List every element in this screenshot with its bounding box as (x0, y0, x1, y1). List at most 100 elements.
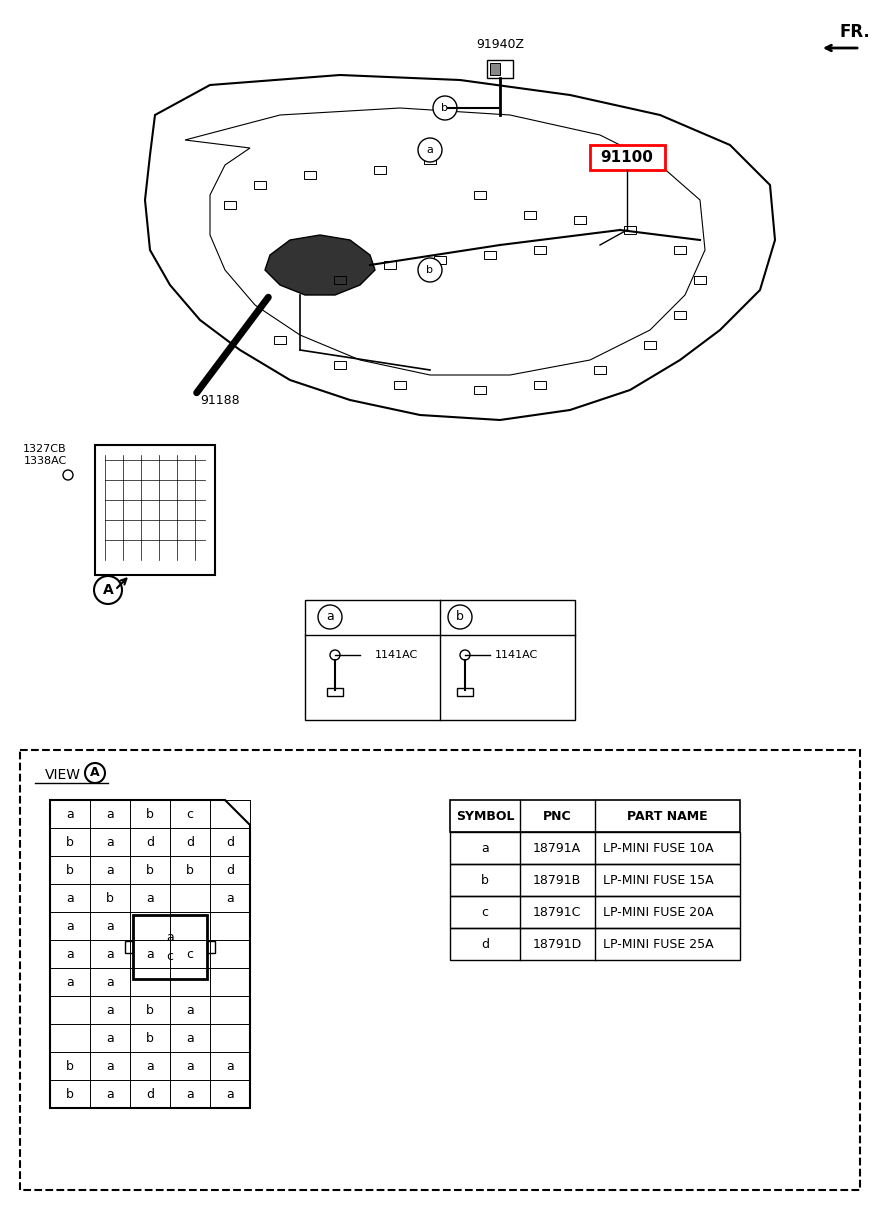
Bar (274, 335, 286, 344)
Bar (207, 941, 215, 953)
Text: LP-MINI FUSE 25A: LP-MINI FUSE 25A (603, 937, 713, 951)
Text: 1141AC: 1141AC (375, 650, 418, 660)
Bar (304, 171, 316, 179)
Bar (534, 246, 546, 254)
Text: a: a (106, 1087, 114, 1101)
Text: b: b (66, 1087, 74, 1101)
Text: A: A (90, 767, 100, 780)
Text: a: a (106, 1060, 114, 1073)
Text: a: a (326, 610, 334, 624)
Text: a: a (106, 947, 114, 960)
Bar (590, 145, 665, 170)
Text: 1141AC: 1141AC (495, 650, 539, 660)
Bar (450, 928, 740, 960)
Polygon shape (265, 235, 375, 295)
Bar (450, 863, 740, 896)
Text: b: b (426, 265, 433, 275)
Text: FR.: FR. (840, 23, 871, 41)
Bar (674, 311, 686, 318)
Text: d: d (226, 836, 234, 849)
Text: a: a (146, 891, 154, 905)
Text: a: a (106, 1032, 114, 1045)
Bar (644, 342, 656, 349)
Bar (674, 246, 686, 254)
Text: LP-MINI FUSE 10A: LP-MINI FUSE 10A (603, 842, 713, 855)
Bar (434, 256, 446, 264)
Text: b: b (66, 1060, 74, 1073)
Text: VIEW: VIEW (45, 768, 81, 782)
Bar (624, 226, 636, 234)
Text: 18791A: 18791A (533, 842, 581, 855)
Text: a: a (426, 145, 433, 155)
Text: a: a (166, 931, 174, 943)
Text: PNC: PNC (543, 809, 571, 822)
Text: c: c (167, 951, 174, 963)
Text: 91100: 91100 (601, 149, 654, 165)
Text: b: b (146, 1032, 154, 1045)
Bar (694, 276, 706, 285)
Text: a: a (186, 1060, 194, 1073)
Text: a: a (66, 947, 74, 960)
Text: a: a (186, 1032, 194, 1045)
Bar (450, 800, 740, 832)
Text: a: a (186, 1004, 194, 1016)
Circle shape (418, 258, 442, 282)
Bar (374, 166, 386, 174)
Text: a: a (66, 919, 74, 932)
Text: 91188: 91188 (200, 394, 239, 407)
Polygon shape (50, 800, 250, 1108)
Bar (484, 251, 496, 259)
Circle shape (460, 650, 470, 660)
Text: c: c (186, 947, 193, 960)
Text: b: b (66, 863, 74, 877)
Text: a: a (106, 919, 114, 932)
Bar (334, 276, 346, 285)
Circle shape (433, 96, 457, 120)
Text: 18791B: 18791B (532, 873, 581, 886)
Text: b: b (106, 891, 114, 905)
Bar (457, 688, 473, 696)
Circle shape (448, 606, 472, 629)
Circle shape (85, 763, 105, 784)
Circle shape (94, 576, 122, 604)
Bar (594, 366, 606, 374)
Text: b: b (441, 103, 448, 113)
Text: a: a (106, 1004, 114, 1016)
Text: a: a (106, 976, 114, 988)
Text: a: a (106, 863, 114, 877)
Text: a: a (481, 842, 489, 855)
Text: LP-MINI FUSE 15A: LP-MINI FUSE 15A (603, 873, 713, 886)
Text: c: c (481, 906, 488, 918)
Text: a: a (226, 891, 234, 905)
Circle shape (63, 470, 73, 480)
Text: d: d (146, 836, 154, 849)
Text: PART NAME: PART NAME (626, 809, 707, 822)
Bar (574, 216, 586, 224)
Bar (20, 750, 860, 1190)
Circle shape (318, 606, 342, 629)
Bar (327, 688, 343, 696)
Text: b: b (456, 610, 464, 624)
Text: b: b (66, 836, 74, 849)
Text: a: a (66, 808, 74, 821)
Text: a: a (146, 1060, 154, 1073)
Text: a: a (226, 1060, 234, 1073)
Text: a: a (66, 976, 74, 988)
Text: c: c (186, 808, 193, 821)
Bar (334, 361, 346, 369)
Bar (534, 381, 546, 389)
Text: A: A (103, 582, 113, 597)
Text: 91940Z: 91940Z (476, 39, 524, 52)
Text: a: a (226, 1087, 234, 1101)
Text: d: d (226, 863, 234, 877)
Bar (474, 191, 486, 199)
Bar (424, 156, 436, 163)
Bar (305, 599, 575, 721)
Text: d: d (146, 1087, 154, 1101)
Text: d: d (481, 937, 489, 951)
Text: b: b (481, 873, 489, 886)
Text: a: a (106, 836, 114, 849)
Text: a: a (186, 1087, 194, 1101)
Bar (95, 444, 215, 575)
Text: 18791D: 18791D (532, 937, 581, 951)
